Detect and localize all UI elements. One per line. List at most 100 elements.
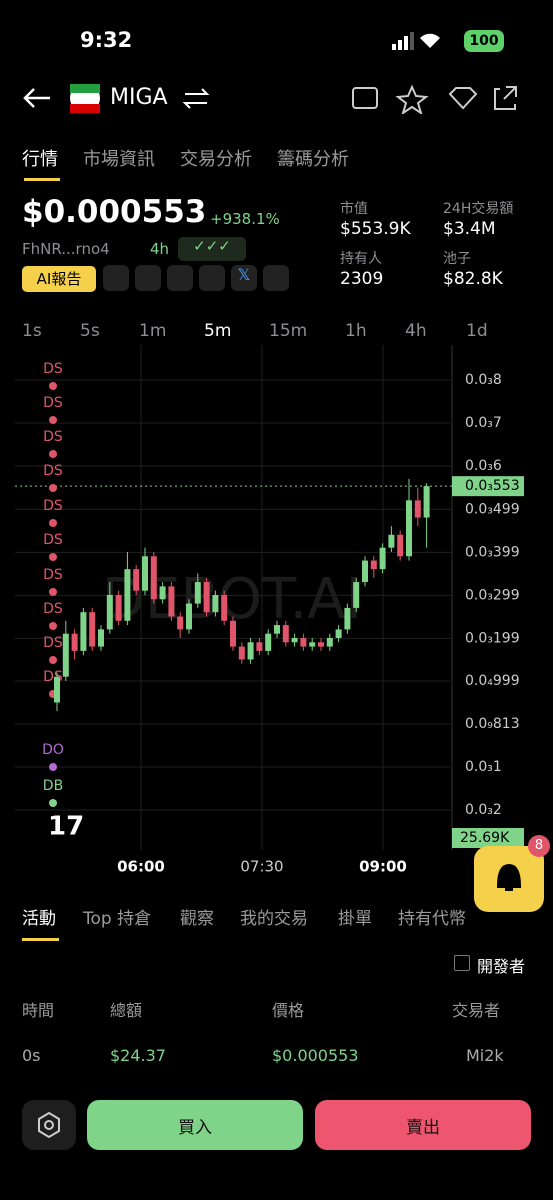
tab-indicator bbox=[24, 178, 60, 181]
trade-marker bbox=[49, 382, 57, 390]
stat-value: 2309 bbox=[340, 269, 384, 289]
candle-body bbox=[186, 603, 192, 630]
activity-tab[interactable]: 活動 bbox=[22, 909, 56, 929]
tab-indicator bbox=[22, 938, 59, 941]
candle-body bbox=[379, 547, 386, 570]
tab[interactable]: 交易分析 bbox=[180, 149, 252, 170]
x-tick-label: 09:00 bbox=[359, 858, 407, 876]
price-change: +938.1% bbox=[210, 210, 280, 228]
candle-body bbox=[230, 620, 236, 647]
sell-button[interactable]: 賣出 bbox=[315, 1100, 531, 1150]
candle-body bbox=[282, 625, 289, 643]
candle-body bbox=[353, 582, 360, 608]
trade-marker-label: DS bbox=[43, 429, 63, 445]
candle-body bbox=[142, 556, 148, 591]
trade-marker-label: DS bbox=[43, 498, 63, 514]
trade-marker bbox=[49, 622, 57, 630]
candle-body bbox=[326, 637, 333, 647]
header-actions[interactable] bbox=[350, 84, 525, 114]
candle-body bbox=[54, 676, 60, 703]
timeframe[interactable]: 1s bbox=[22, 321, 42, 341]
timeframe[interactable]: 15m bbox=[269, 321, 308, 341]
tab[interactable]: 行情 bbox=[22, 149, 58, 170]
tool-chip[interactable] bbox=[199, 265, 225, 291]
candle-body bbox=[335, 629, 342, 638]
trade-marker bbox=[49, 656, 57, 664]
y-tick-label: 0.0₃2 bbox=[465, 802, 502, 818]
candle-body bbox=[238, 646, 245, 660]
candle-body bbox=[388, 534, 395, 548]
x-tick-label: 07:30 bbox=[240, 858, 283, 876]
tab[interactable]: 籌碼分析 bbox=[277, 149, 349, 170]
y-tick-label: 0.0₉813 bbox=[465, 716, 520, 732]
timeframe[interactable]: 1h bbox=[345, 321, 367, 341]
status-time: 9:32 bbox=[80, 28, 133, 52]
trade-marker-label: DS bbox=[43, 567, 63, 583]
header-icons[interactable] bbox=[22, 84, 212, 114]
buy-button[interactable]: 買入 bbox=[87, 1100, 303, 1150]
activity-tab[interactable]: Top 持倉 bbox=[83, 909, 152, 929]
candle-body bbox=[212, 594, 219, 613]
table-header[interactable]: 價格 bbox=[272, 1001, 305, 1020]
alert-badge: 8 bbox=[528, 835, 550, 857]
tool-chip[interactable] bbox=[135, 265, 161, 291]
timeframe[interactable]: 5m bbox=[204, 321, 232, 341]
tv-logo: 17 bbox=[48, 812, 84, 842]
address[interactable]: FhNR...rno4 bbox=[22, 240, 110, 258]
candle-body bbox=[309, 642, 316, 647]
candle-body bbox=[300, 637, 307, 647]
table-cell: Mi2k bbox=[466, 1046, 504, 1065]
candle-body bbox=[159, 586, 166, 600]
stat-value: $82.8K bbox=[443, 269, 503, 289]
trade-marker-label: DS bbox=[43, 361, 63, 377]
trade-marker bbox=[49, 588, 57, 596]
y-tick-label: 0.0₃399 bbox=[465, 544, 520, 560]
volume-label: 25.69K bbox=[460, 830, 510, 846]
current-price-label: 0.0₃553 bbox=[465, 478, 520, 494]
table-cell: $24.37 bbox=[110, 1046, 166, 1065]
tool-chip[interactable] bbox=[103, 265, 129, 291]
timeframe[interactable]: 1m bbox=[139, 321, 167, 341]
trade-marker-label: DS bbox=[43, 463, 63, 479]
y-tick-label: 0.0₃8 bbox=[465, 372, 502, 388]
stat-value: $553.9K bbox=[340, 219, 411, 239]
x-chip[interactable]: 𝕏 bbox=[231, 265, 257, 291]
tab[interactable]: 市場資訊 bbox=[83, 149, 155, 170]
activity-tab[interactable]: 持有代幣 bbox=[398, 909, 466, 929]
activity-tab[interactable]: 我的交易 bbox=[240, 909, 308, 929]
timeframe[interactable]: 4h bbox=[405, 321, 427, 341]
stat-label: 24H交易額 bbox=[443, 201, 514, 217]
candle-body bbox=[414, 500, 421, 518]
activity-tab[interactable]: 掛單 bbox=[338, 909, 372, 929]
checkbox[interactable] bbox=[454, 955, 470, 971]
settings-button[interactable] bbox=[22, 1100, 76, 1150]
table-header[interactable]: 時間 bbox=[22, 1001, 55, 1020]
timeframe[interactable]: 5s bbox=[80, 321, 100, 341]
trade-marker bbox=[49, 450, 57, 458]
table-cell: $0.000553 bbox=[272, 1046, 359, 1065]
age: 4h bbox=[150, 240, 170, 258]
candle-body bbox=[89, 612, 96, 647]
candle-body bbox=[265, 633, 272, 651]
candle-body bbox=[291, 637, 298, 643]
candle-body bbox=[98, 629, 104, 647]
developer-filter[interactable]: 開發者 bbox=[477, 957, 526, 976]
tool-chip[interactable] bbox=[167, 265, 193, 291]
tool-chip[interactable] bbox=[263, 265, 289, 291]
candle-body bbox=[133, 569, 140, 591]
alert-button[interactable] bbox=[474, 846, 544, 912]
table-header[interactable]: 交易者 bbox=[452, 1001, 501, 1020]
checks: ✓✓✓ bbox=[178, 237, 246, 261]
battery: 100 bbox=[464, 30, 504, 52]
activity-tab[interactable]: 觀察 bbox=[180, 909, 214, 929]
trade-marker bbox=[49, 763, 57, 771]
y-tick-label: 0.0₃199 bbox=[465, 630, 520, 646]
price: $0.000553 bbox=[22, 194, 207, 230]
table-header[interactable]: 總額 bbox=[110, 1001, 143, 1020]
candle-body bbox=[106, 594, 113, 630]
ai-report-button[interactable]: AI報告 bbox=[22, 266, 96, 292]
stat-label: 池子 bbox=[443, 251, 471, 267]
timeframe[interactable]: 1d bbox=[466, 321, 488, 341]
y-tick-label: 0.0₄999 bbox=[465, 673, 520, 689]
